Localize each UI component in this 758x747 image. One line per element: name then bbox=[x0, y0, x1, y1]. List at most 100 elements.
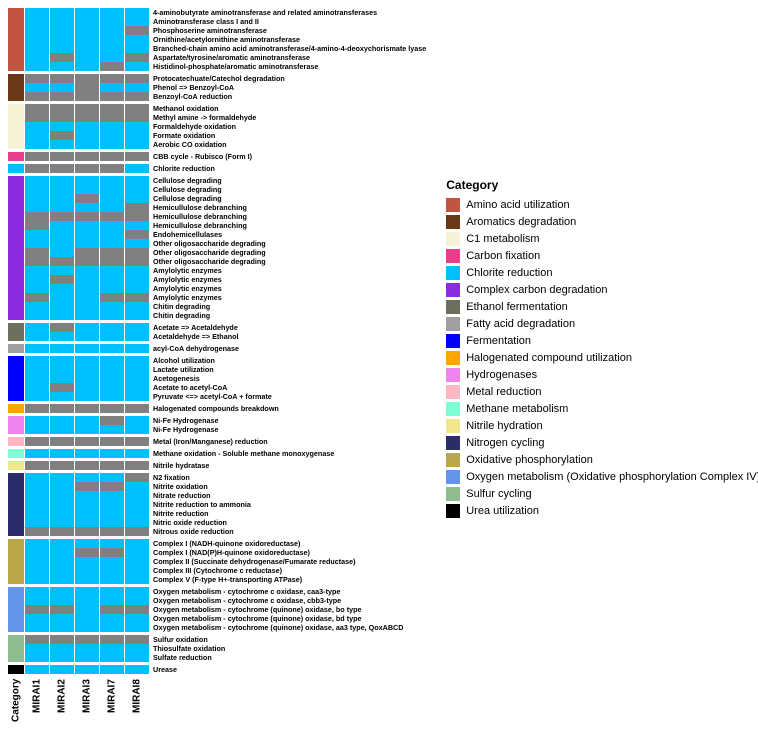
heatmap-row: Metal (Iron/Manganese) reduction bbox=[8, 437, 426, 446]
legend-label: Amino acid utilization bbox=[466, 199, 569, 211]
data-cell bbox=[125, 644, 149, 653]
data-cell bbox=[100, 311, 124, 320]
category-block: Cellulose degradingCellulose degradingCe… bbox=[8, 176, 426, 320]
data-cell bbox=[75, 416, 99, 425]
heatmap-panel: 4-aminobutyrate aminotransferase and rel… bbox=[8, 8, 426, 739]
legend-swatch bbox=[446, 317, 460, 331]
data-cell bbox=[100, 557, 124, 566]
data-cell bbox=[50, 131, 74, 140]
data-cell bbox=[25, 449, 49, 458]
data-cell bbox=[25, 74, 49, 83]
data-cell bbox=[75, 8, 99, 17]
heatmap-row: Lactate utilization bbox=[8, 365, 426, 374]
category-cell bbox=[8, 404, 24, 413]
x-axis-labels: CategoryMIRAI1MIRAI2MIRAI3MIRAI7MIRAI8 bbox=[8, 679, 426, 739]
data-cell bbox=[25, 548, 49, 557]
data-cell bbox=[25, 221, 49, 230]
row-label: Other oligosaccharide degrading bbox=[149, 258, 266, 265]
legend-item: Nitrogen cycling bbox=[446, 434, 758, 451]
heatmap-row: Complex V (F-type H+-transporting ATPase… bbox=[8, 575, 426, 584]
heatmap-row: Oxygen metabolism - cytochrome (quinone)… bbox=[8, 623, 426, 632]
data-cell bbox=[125, 482, 149, 491]
row-label: Complex III (Cytochrome c reductase) bbox=[149, 567, 282, 574]
data-cell bbox=[25, 473, 49, 482]
data-cell bbox=[50, 152, 74, 161]
category-cell bbox=[8, 53, 24, 62]
category-block: Methane oxidation - Soluble methane mono… bbox=[8, 449, 426, 458]
heatmap-row: Nitrite reduction bbox=[8, 509, 426, 518]
x-label: MIRAI1 bbox=[25, 679, 49, 739]
data-cell bbox=[75, 557, 99, 566]
data-cell bbox=[100, 239, 124, 248]
data-cell bbox=[75, 356, 99, 365]
heatmap-row: Acetogenesis bbox=[8, 374, 426, 383]
data-cell bbox=[75, 221, 99, 230]
heatmap-row: Chlorite reduction bbox=[8, 164, 426, 173]
data-cell bbox=[125, 509, 149, 518]
data-cell bbox=[50, 230, 74, 239]
heatmap-row: Oxygen metabolism - cytochrome c oxidase… bbox=[8, 596, 426, 605]
data-cell bbox=[25, 176, 49, 185]
row-label: Halogenated compounds breakdown bbox=[149, 405, 279, 412]
data-cell bbox=[75, 302, 99, 311]
data-cell bbox=[50, 212, 74, 221]
data-cell bbox=[100, 131, 124, 140]
row-label: Methyl amine -> formaldehyde bbox=[149, 114, 256, 121]
data-cell bbox=[100, 221, 124, 230]
heatmap-row: Phenol => Benzoyl-CoA bbox=[8, 83, 426, 92]
data-cell bbox=[25, 266, 49, 275]
data-cell bbox=[25, 566, 49, 575]
heatmap-row: Amylolytic enzymes bbox=[8, 293, 426, 302]
data-cell bbox=[75, 449, 99, 458]
category-cell bbox=[8, 131, 24, 140]
data-cell bbox=[75, 605, 99, 614]
data-cell bbox=[50, 518, 74, 527]
data-cell bbox=[50, 257, 74, 266]
data-cell bbox=[25, 416, 49, 425]
x-label: MIRAI8 bbox=[125, 679, 149, 739]
row-label: Aspartate/tyrosine/aromatic aminotransfe… bbox=[149, 54, 310, 61]
category-block: CBB cycle - Rubisco (Form I) bbox=[8, 152, 426, 161]
row-label: Acetogenesis bbox=[149, 375, 200, 382]
data-cell bbox=[50, 26, 74, 35]
data-cell bbox=[75, 482, 99, 491]
data-cell bbox=[100, 365, 124, 374]
x-label-category: Category bbox=[8, 679, 24, 739]
data-cell bbox=[50, 605, 74, 614]
heatmap-row: Complex I (NADH-quinone oxidoreductase) bbox=[8, 539, 426, 548]
legend-label: Complex carbon degradation bbox=[466, 284, 607, 296]
category-cell bbox=[8, 194, 24, 203]
data-cell bbox=[50, 356, 74, 365]
data-cell bbox=[50, 665, 74, 674]
category-block: acyl-CoA dehydrogenase bbox=[8, 344, 426, 353]
category-cell bbox=[8, 500, 24, 509]
data-cell bbox=[75, 383, 99, 392]
data-cell bbox=[50, 35, 74, 44]
data-cell bbox=[75, 527, 99, 536]
data-cell bbox=[25, 104, 49, 113]
data-cell bbox=[100, 83, 124, 92]
data-cell bbox=[100, 35, 124, 44]
row-label: acyl-CoA dehydrogenase bbox=[149, 345, 239, 352]
legend-item: Fatty acid degradation bbox=[446, 315, 758, 332]
data-cell bbox=[75, 509, 99, 518]
heatmap-row: Formate oxidation bbox=[8, 131, 426, 140]
data-cell bbox=[75, 665, 99, 674]
data-cell bbox=[75, 239, 99, 248]
category-cell bbox=[8, 509, 24, 518]
data-cell bbox=[25, 53, 49, 62]
data-cell bbox=[100, 176, 124, 185]
data-cell bbox=[25, 323, 49, 332]
row-label: Oxygen metabolism - cytochrome c oxidase… bbox=[149, 597, 341, 604]
category-cell bbox=[8, 203, 24, 212]
data-cell bbox=[25, 614, 49, 623]
data-cell bbox=[25, 356, 49, 365]
row-label: Protocatechuate/Catechol degradation bbox=[149, 75, 285, 82]
row-label: Aerobic CO oxidation bbox=[149, 141, 226, 148]
category-cell bbox=[8, 239, 24, 248]
data-cell bbox=[125, 293, 149, 302]
data-cell bbox=[100, 404, 124, 413]
data-cell bbox=[25, 17, 49, 26]
data-cell bbox=[125, 83, 149, 92]
data-cell bbox=[50, 203, 74, 212]
